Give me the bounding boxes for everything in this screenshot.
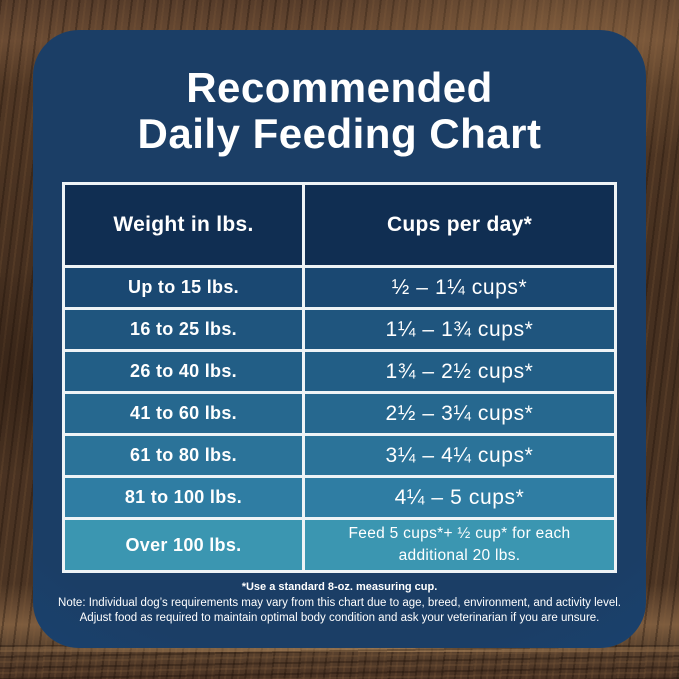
- table-header-row: Weight in lbs. Cups per day*: [65, 185, 614, 265]
- table-row: 61 to 80 lbs. 3¼ – 4¼ cups*: [65, 436, 614, 475]
- footer-notes: *Use a standard 8-oz. measuring cup. Not…: [33, 581, 646, 626]
- weight-cell: Up to 15 lbs.: [65, 268, 302, 307]
- cups-cell: ½ – 1¼ cups*: [305, 268, 614, 307]
- weight-cell: 61 to 80 lbs.: [65, 436, 302, 475]
- cups-cell: 1¼ – 1¾ cups*: [305, 310, 614, 349]
- cups-cell: 3¼ – 4¼ cups*: [305, 436, 614, 475]
- chart-title-line-2: Daily Feeding Chart: [137, 110, 542, 157]
- note-disclaimer-1: Note: Individual dog’s requirements may …: [58, 597, 621, 609]
- feeding-table: Weight in lbs. Cups per day* Up to 15 lb…: [62, 182, 617, 573]
- weight-cell: 41 to 60 lbs.: [65, 394, 302, 433]
- weight-cell: 26 to 40 lbs.: [65, 352, 302, 391]
- table-row: 81 to 100 lbs. 4¼ – 5 cups*: [65, 478, 614, 517]
- weight-cell: Over 100 lbs.: [65, 520, 302, 570]
- cups-cell: Feed 5 cups*+ ½ cup* for each additional…: [305, 520, 614, 570]
- wood-plank-seam: [0, 647, 679, 652]
- table-row: 16 to 25 lbs. 1¼ – 1¾ cups*: [65, 310, 614, 349]
- weight-cell: 16 to 25 lbs.: [65, 310, 302, 349]
- chart-title-line-1: Recommended: [186, 64, 493, 111]
- table-row: Up to 15 lbs. ½ – 1¼ cups*: [65, 268, 614, 307]
- table-row: 41 to 60 lbs. 2½ – 3¼ cups*: [65, 394, 614, 433]
- column-header-weight: Weight in lbs.: [65, 185, 302, 265]
- cups-cell: 2½ – 3¼ cups*: [305, 394, 614, 433]
- cups-cell: 1¾ – 2½ cups*: [305, 352, 614, 391]
- cups-cell: 4¼ – 5 cups*: [305, 478, 614, 517]
- note-disclaimer-2: Adjust food as required to maintain opti…: [79, 612, 600, 625]
- wood-grain-bottom: [0, 645, 679, 679]
- table-row: 26 to 40 lbs. 1¾ – 2½ cups*: [65, 352, 614, 391]
- table-row: Over 100 lbs. Feed 5 cups*+ ½ cup* for e…: [65, 520, 614, 570]
- chart-title: Recommended Daily Feeding Chart: [33, 30, 646, 157]
- note-measuring-cup: *Use a standard 8-oz. measuring cup.: [241, 581, 438, 593]
- feeding-chart-card: Recommended Daily Feeding Chart Weight i…: [33, 30, 646, 648]
- column-header-cups: Cups per day*: [305, 185, 614, 265]
- weight-cell: 81 to 100 lbs.: [65, 478, 302, 517]
